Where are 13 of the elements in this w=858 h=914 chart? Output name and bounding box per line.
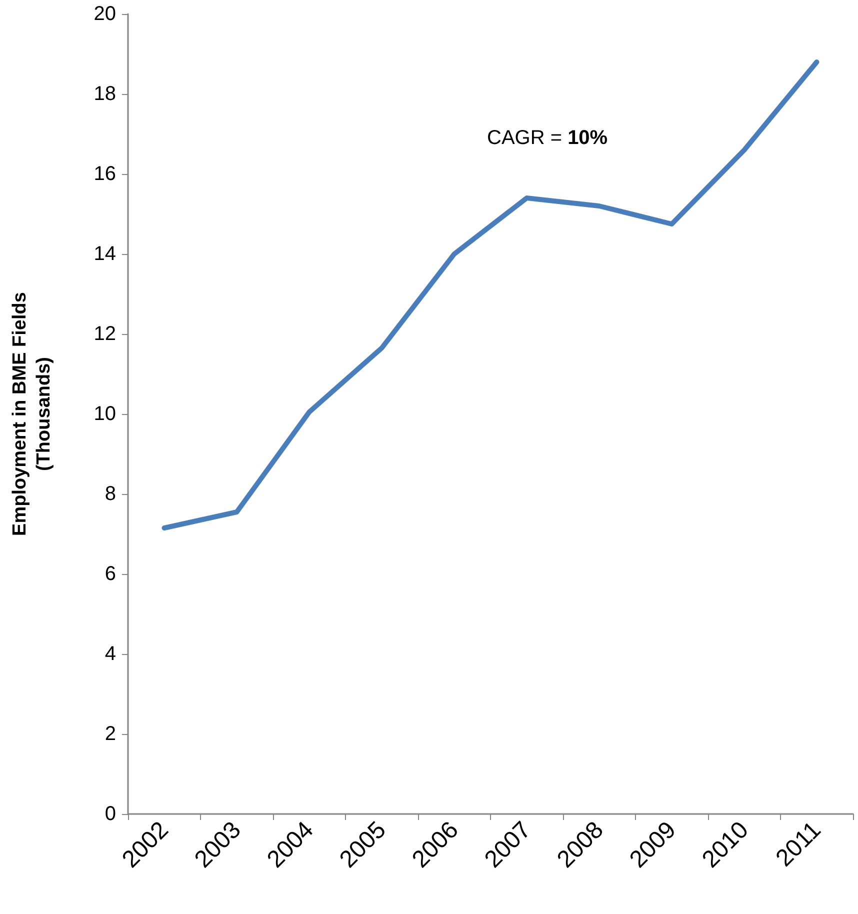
y-tick-label: 18 [94,83,116,105]
y-tick-label: 10 [94,403,116,425]
y-axis-title: Employment in BME Fields (Thousands) [10,292,54,536]
y-tick-label: 2 [104,723,116,745]
y-tick-label: 6 [104,563,116,585]
y-tick-label: 20 [94,3,116,25]
y-tick-label: 16 [94,163,116,185]
y-tick-label: 8 [104,483,116,505]
y-tick-label: 4 [104,643,116,665]
y-tick-label: 12 [94,323,116,345]
y-tick-label: 0 [104,803,116,825]
annotation: CAGR = 10% [487,127,608,149]
y-tick-label: 14 [94,243,116,265]
